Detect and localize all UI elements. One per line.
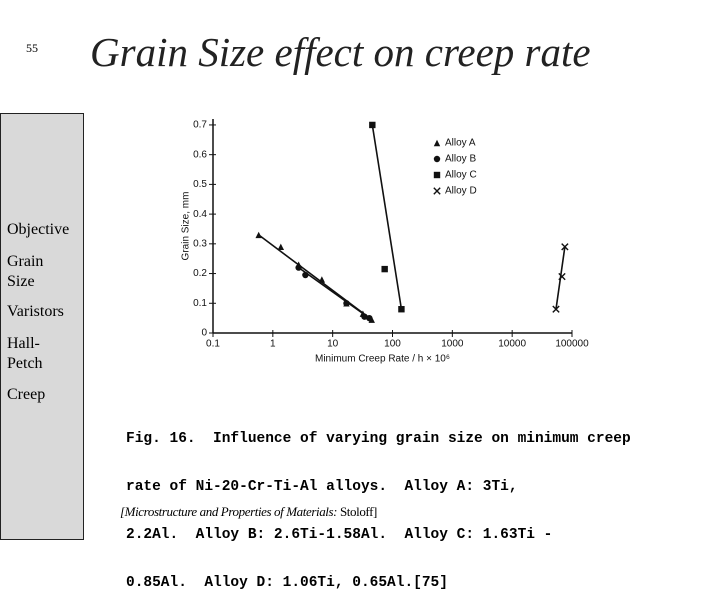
point [366,314,373,322]
legend-marker [433,155,441,163]
legend-label: Alloy C [445,170,477,181]
point [343,300,350,307]
point [369,121,376,129]
point [302,271,309,279]
x-tick-label: 0.1 [206,339,220,350]
x-tick-label: 10000 [498,339,526,350]
sidebar: Objective Grain Size Varistors Hall-Petc… [0,113,84,540]
citation: [Microstructure and Properties of Materi… [120,504,377,520]
sidebar-item[interactable]: Grain Size [7,253,44,290]
y-tick-label: 0.5 [193,179,207,190]
caption-line: 2.2Al. Alloy B: 2.6Ti-1.58Al. Alloy C: 1… [126,527,553,543]
y-tick-label: 0.3 [193,238,207,249]
x-tick-label: 100 [384,339,401,350]
x-axis-label: Minimum Creep Rate / h × 10⁶ [315,354,450,365]
caption-line: Fig. 16. Influence of varying grain size… [126,431,631,447]
point [318,276,326,283]
point [552,305,560,313]
point [361,313,368,320]
slide: 55 Grain Size effect on creep rate Objec… [0,29,631,591]
point [398,306,405,313]
caption: Fig. 16. Influence of varying grain size… [126,399,631,607]
legend-marker [433,187,441,195]
y-tick-label: 0.2 [193,268,207,279]
x-tick-label: 10 [327,339,339,350]
legend-label: Alloy A [445,138,476,149]
point [277,243,285,251]
point [558,272,566,281]
legend-marker [433,171,441,179]
x-tick-label: 1 [270,339,276,350]
y-tick-label: 0.7 [193,120,207,131]
sidebar-item[interactable]: Varistors [7,303,64,320]
point [561,243,569,251]
y-tick-label: 0 [201,328,207,339]
citation-author: Stoloff] [337,504,377,519]
y-tick-label: 0.1 [193,298,207,309]
legend-label: Alloy B [445,154,476,165]
fit-line [298,266,370,319]
caption-line: rate of Ni-20-Cr-Ti-Al alloys. Alloy A: … [126,479,518,495]
citation-source: [Microstructure and Properties of Materi… [120,504,338,519]
y-tick-label: 0.6 [193,149,207,160]
point [255,231,262,239]
caption-line: 0.85Al. Alloy D: 1.06Ti, 0.65Al.[75] [126,575,448,591]
fit-line [371,124,403,310]
point [381,265,388,273]
sidebar-item[interactable]: Objective [7,221,70,238]
y-tick-label: 0.4 [193,209,207,220]
legend-label: Alloy D [445,186,477,197]
y-axis-label: Grain Size, mm [181,192,192,261]
x-tick-label: 1000 [441,339,464,350]
point [295,264,302,271]
slide-title: Grain Size effect on creep rate [90,29,591,75]
slide-number: 55 [26,41,38,55]
sidebar-item[interactable]: Hall-Petch [7,335,43,372]
chart: 00.10.20.30.40.50.60.70.1 1 10 100 1000 10000… [181,119,589,365]
legend-marker [433,139,441,147]
sidebar-item[interactable]: Creep [7,386,46,403]
x-tick-label: 100000 [555,339,589,350]
